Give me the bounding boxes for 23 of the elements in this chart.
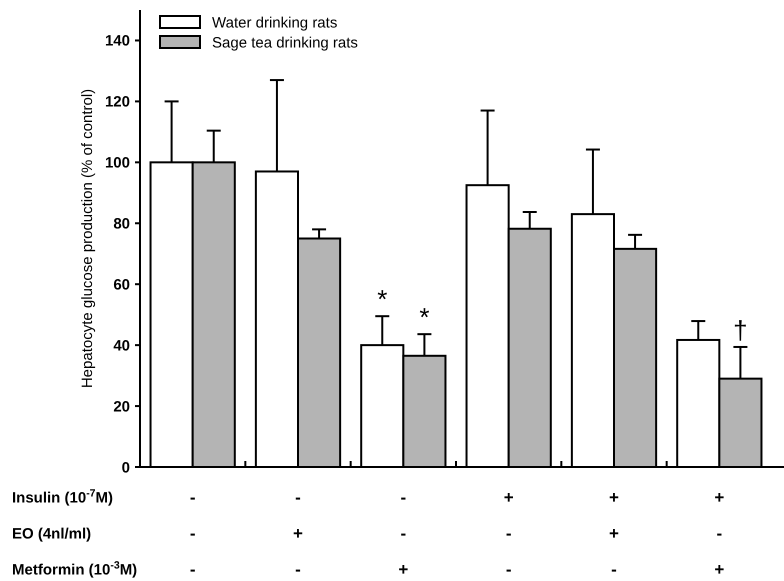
y-tick-label: 40	[113, 337, 130, 354]
y-tick-label: 60	[113, 276, 130, 294]
x-tick-label: - - +	[398, 488, 408, 579]
annotation: †	[733, 314, 748, 345]
text: EO (4nl/ml)	[12, 525, 92, 542]
x-tick-label: + - -	[504, 488, 514, 579]
annotation: *	[377, 284, 388, 314]
legend-label: Sage tea drinking rats	[212, 34, 358, 52]
y-tick-label: 80	[113, 216, 130, 233]
text: Insulin (10$^{-7}$M)	[12, 487, 114, 506]
x-tick-label: - - -	[190, 488, 196, 579]
x-tick-label: + + -	[609, 488, 620, 579]
y-axis-title: Hepatocyte glucose production (% of control)	[79, 88, 96, 388]
y-tick-label: 0	[122, 459, 130, 476]
annotation: *	[419, 302, 430, 332]
text: Metformin (10$^{-3}$M)	[12, 559, 138, 578]
legend-label: Water drinking rats	[212, 14, 338, 32]
y-tick-label: 20	[113, 398, 130, 416]
x-tick-label: + - +	[714, 488, 724, 579]
y-tick-label: 140	[104, 32, 130, 50]
x-tick-label: - + -	[293, 488, 304, 579]
y-tick-label: 120	[104, 94, 130, 111]
y-tick-label: 100	[104, 154, 130, 172]
